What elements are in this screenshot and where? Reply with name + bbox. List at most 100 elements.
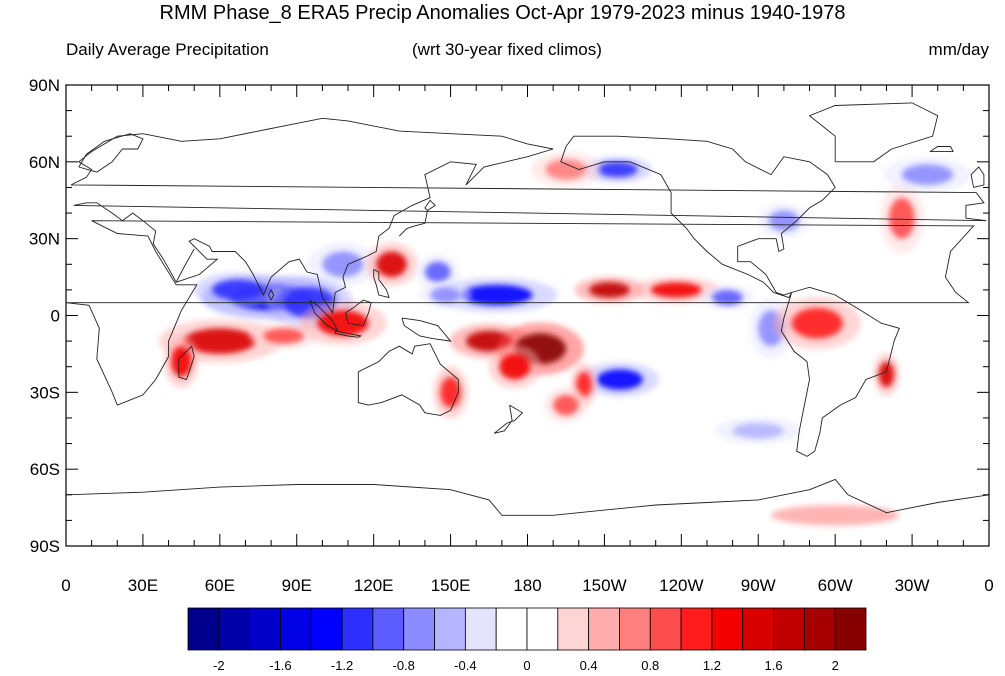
lon-label: 120W (659, 576, 703, 595)
colorbar-swatch (619, 607, 651, 651)
india-sri-lanka (267, 288, 275, 301)
colorbar-swatch (218, 607, 251, 651)
colorbar-label: -1.6 (269, 658, 291, 673)
colorbar-swatch (341, 607, 374, 651)
new-zealand (493, 404, 524, 434)
colorbar-swatch (557, 607, 590, 651)
north-america-coast (560, 135, 836, 299)
anomaly-region (878, 361, 895, 388)
center-subtitle: (wrt 30-year fixed climos) (412, 40, 602, 59)
africa-coast (66, 220, 975, 406)
antarctica-coast (66, 478, 989, 516)
madagascar (178, 345, 195, 381)
anomaly-region (376, 251, 407, 278)
axis-ticks (65, 84, 990, 547)
colorbar-swatch (372, 607, 405, 651)
colorbar-swatch (803, 607, 836, 651)
philippines (373, 268, 390, 299)
coastlines (66, 102, 989, 516)
colorbar-swatch (249, 607, 281, 651)
anomaly-region (263, 328, 305, 344)
lat-label: 30N (29, 230, 60, 249)
colorbar-swatch (403, 607, 435, 651)
colorbar-swatch (187, 607, 220, 651)
anomaly-region (430, 287, 461, 303)
anomaly-region (596, 161, 638, 178)
anomaly-region (317, 310, 369, 336)
colorbar-swatch (464, 607, 497, 651)
colorbar-label: 1.2 (703, 658, 721, 673)
new-guinea (401, 317, 452, 342)
anomaly-region (499, 353, 531, 380)
anomaly-region (553, 394, 579, 416)
anomaly-region (322, 251, 364, 278)
anomaly-region (576, 371, 592, 398)
iceland (929, 146, 954, 153)
anomaly-region (901, 164, 954, 185)
anomaly-region (791, 307, 843, 339)
anomaly-region (589, 282, 631, 298)
borneo (345, 299, 372, 327)
anomaly-region (440, 376, 461, 408)
colorbar-swatch (834, 607, 867, 651)
anomaly-region (771, 505, 900, 526)
units-label: mm/day (928, 40, 989, 59)
colorbar-swatch (773, 607, 805, 651)
indonesia-java (334, 330, 363, 338)
anomaly-region (460, 284, 533, 306)
colorbar-swatch (742, 607, 774, 651)
colorbar-label: 1.6 (765, 658, 783, 673)
colorbar (187, 607, 867, 651)
anomaly-region (183, 328, 256, 354)
colorbar-label: -1.2 (331, 658, 353, 673)
japan (398, 199, 436, 237)
lon-label: 30W (895, 576, 930, 595)
uk-ireland (970, 166, 985, 188)
colorbar-swatch (526, 607, 559, 651)
lat-label: 60N (29, 153, 60, 172)
anomaly-region (424, 261, 451, 283)
lon-label: 30E (128, 576, 158, 595)
colorbar-swatch (495, 607, 528, 651)
anomaly-region (596, 369, 643, 390)
colorbar-labels: -2 -1.6 -1.2 -0.8 -0.4 0 0.4 0.8 1.2 1.6 2 (213, 658, 839, 673)
lon-label: 150W (582, 576, 626, 595)
australia-coast (357, 343, 459, 416)
lon-label: 180 (513, 576, 541, 595)
lat-label: 90N (29, 76, 60, 95)
lat-label: 0 (51, 307, 60, 326)
colorbar-label: 0 (523, 658, 530, 673)
anomaly-region (768, 210, 800, 231)
anomaly-region (732, 423, 784, 439)
left-subtitle: Daily Average Precipitation (66, 40, 269, 59)
colorbar-label: 0.4 (580, 658, 598, 673)
lon-label: 60W (818, 576, 853, 595)
arabia-coast (175, 248, 195, 283)
scandinavia (78, 133, 144, 173)
europe-asia-coast (70, 117, 987, 315)
colorbar-swatch (711, 607, 744, 651)
anomaly-region (171, 346, 192, 377)
colorbar-label: 0.8 (641, 658, 659, 673)
colorbar-label: -2 (213, 658, 225, 673)
lon-label: 0 (984, 576, 993, 595)
lon-label: 90W (741, 576, 776, 595)
anomaly-region (650, 282, 702, 298)
lat-label: 60S (30, 460, 60, 479)
longitude-labels: 0 30E 60E 90E 120E 150E 180 150W 120W 90W 60W 30W 0 (61, 576, 993, 595)
lat-label: 90S (30, 537, 60, 556)
lat-label: 30S (30, 383, 60, 402)
colorbar-label: -0.8 (393, 658, 415, 673)
lon-label: 0 (61, 576, 70, 595)
colorbar-swatch (310, 607, 343, 651)
anomaly-region (545, 159, 587, 180)
anomaly-region (712, 289, 743, 306)
colorbar-label: -0.4 (454, 658, 476, 673)
chart-title: RMM Phase_8 ERA5 Precip Anomalies Oct-Ap… (159, 2, 846, 24)
colorbar-swatch (680, 607, 713, 651)
lon-label: 90E (282, 576, 312, 595)
south-america-coast (780, 286, 900, 457)
anomaly-region (889, 197, 915, 239)
lon-label: 120E (354, 576, 394, 595)
